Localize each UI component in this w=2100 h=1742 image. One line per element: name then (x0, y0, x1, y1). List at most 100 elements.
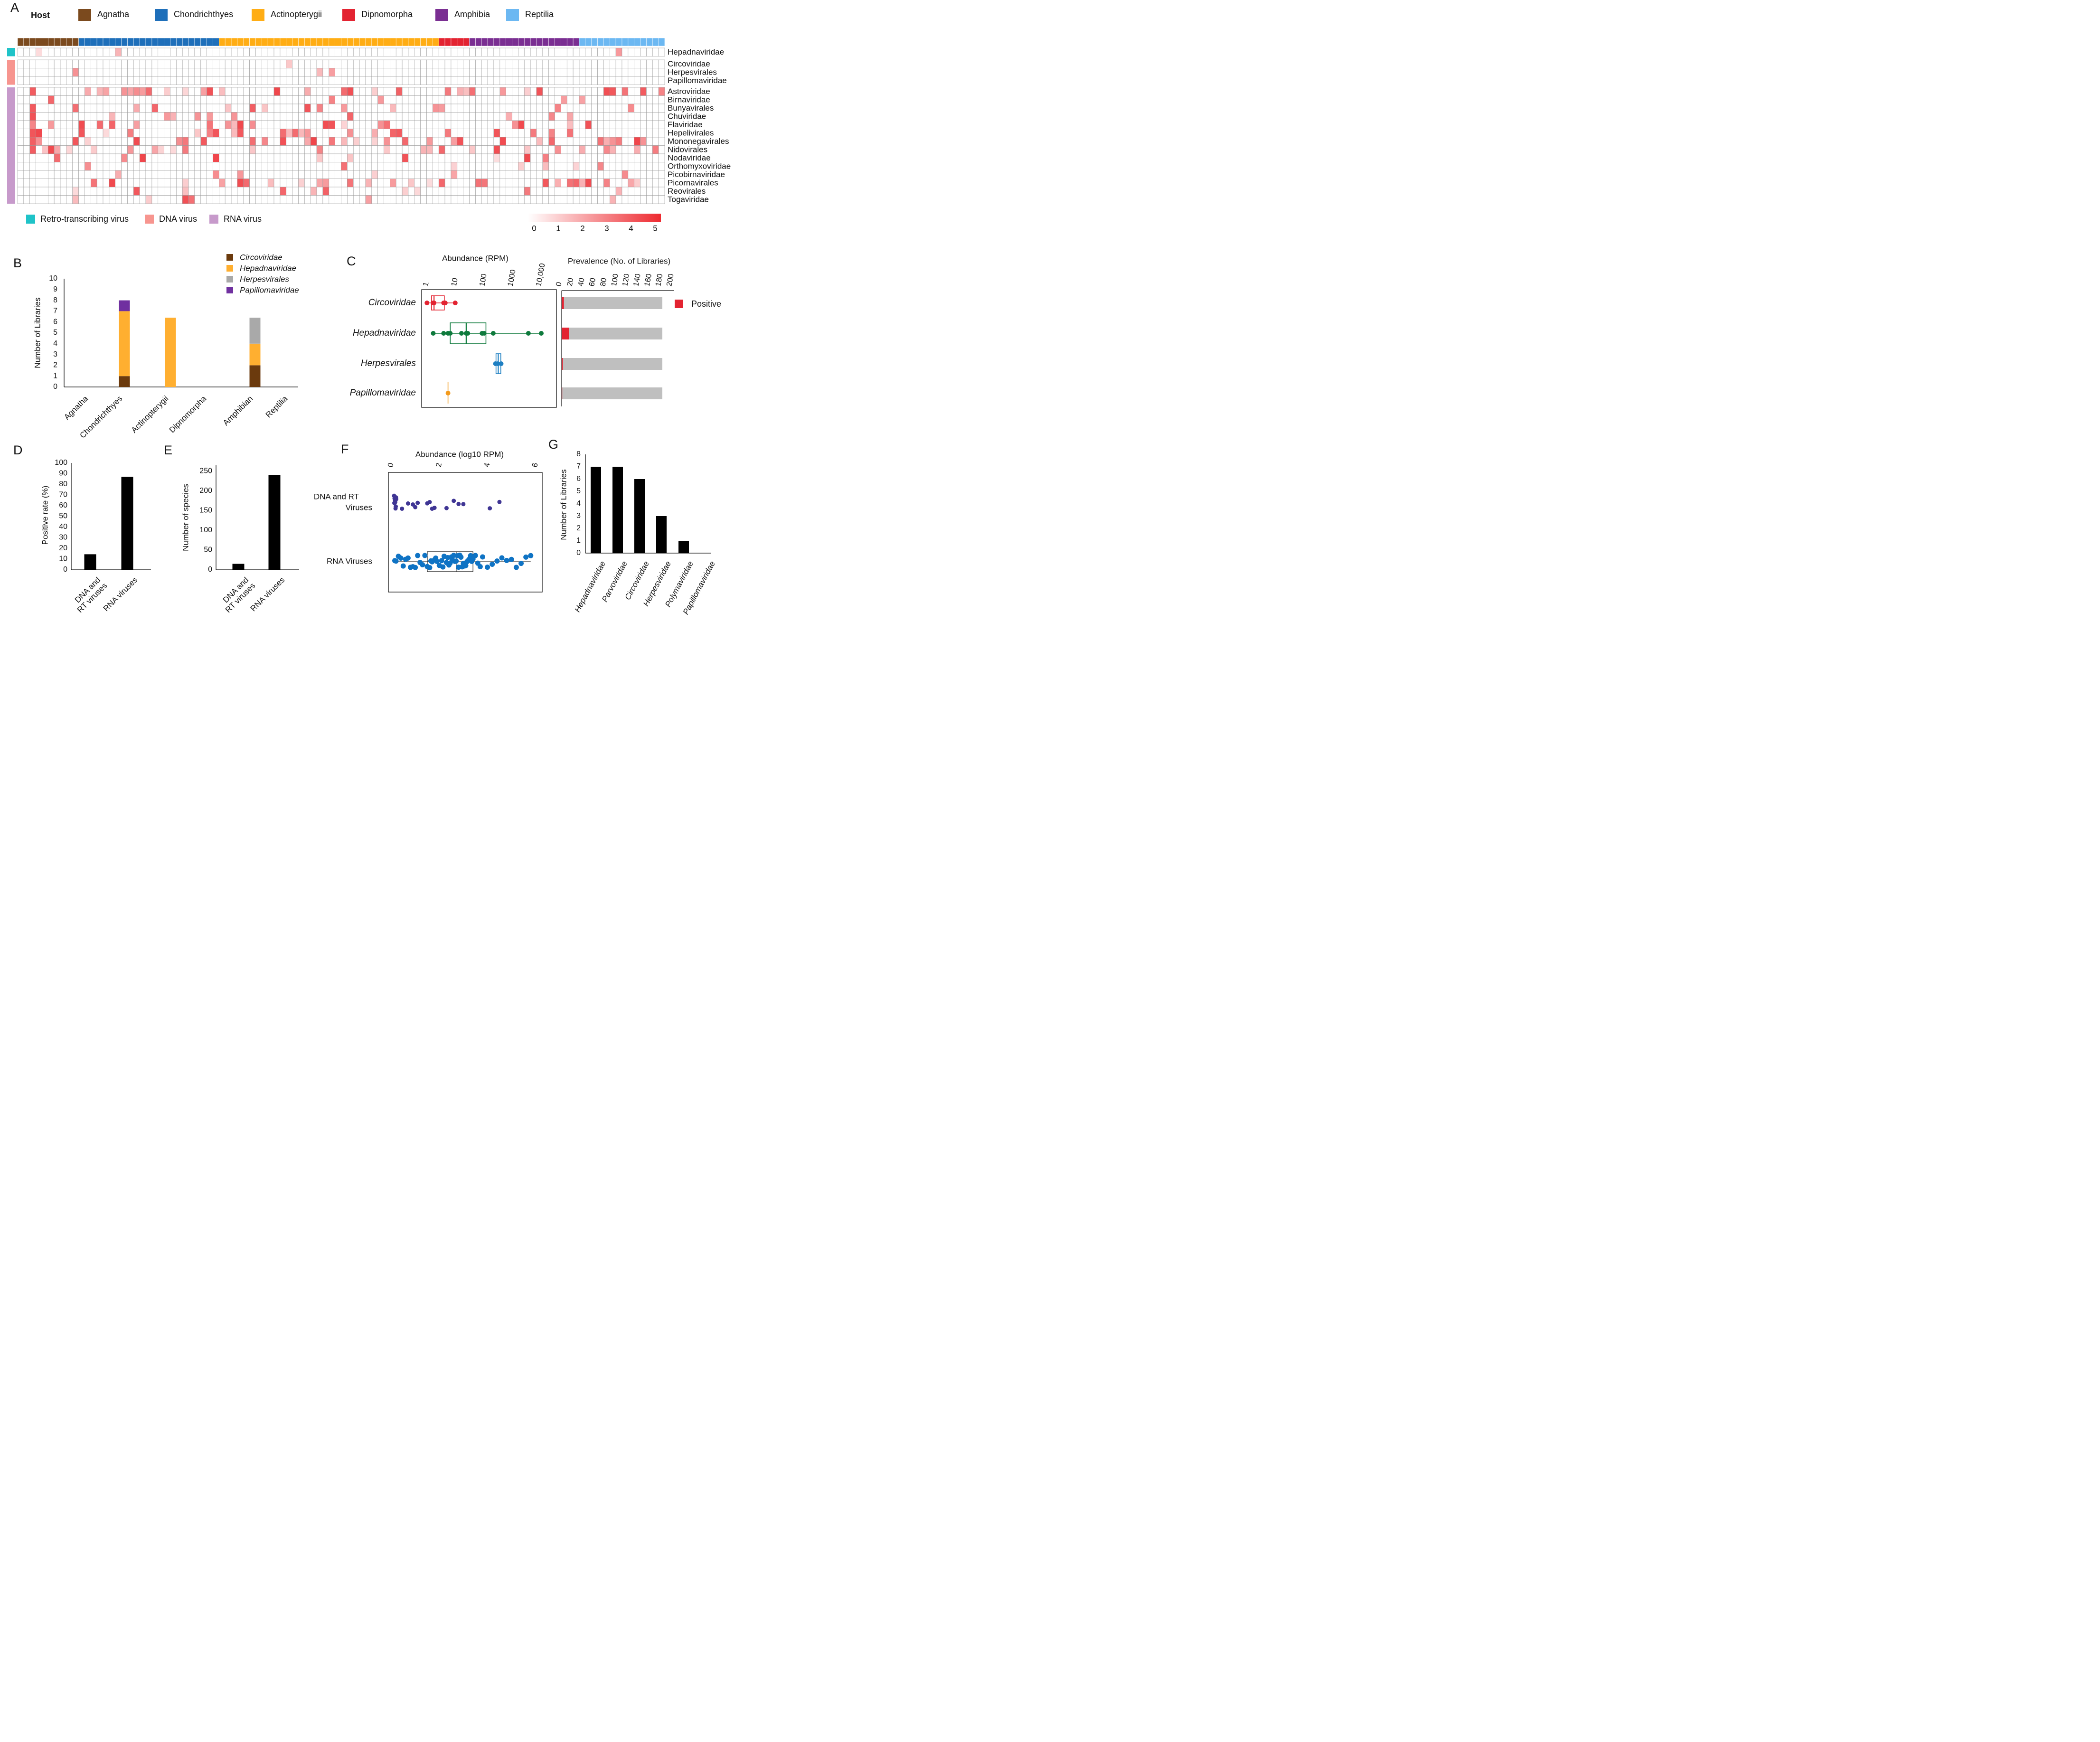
heatmap-cell (555, 145, 561, 154)
heatmap-cell (597, 195, 604, 204)
heatmap-cell (402, 59, 409, 68)
heatmap-cell (566, 170, 574, 179)
heatmap-cell (78, 145, 85, 154)
category-label: Viruses (346, 503, 372, 512)
heatmap-cell (329, 104, 335, 113)
heatmap-cell (145, 170, 152, 179)
heatmap-cell (353, 170, 360, 179)
heatmap-cell (566, 153, 574, 162)
host-bar-cell (66, 38, 73, 47)
heatmap-cell (213, 87, 219, 96)
heatmap-cell (634, 129, 640, 138)
heatmap-cell (652, 87, 659, 96)
heatmap-cell (573, 129, 580, 138)
heatmap-cell (652, 170, 659, 179)
heatmap-cell (23, 129, 30, 138)
heatmap-cell (499, 120, 506, 129)
heatmap-cell (66, 170, 73, 179)
heatmap-cell (609, 153, 616, 162)
heatmap-cell (255, 129, 262, 138)
heatmap-cell (390, 145, 396, 154)
heatmap-cell (329, 59, 335, 68)
heatmap-cell (42, 112, 48, 121)
heatmap-cell (36, 112, 42, 121)
heatmap-cell (573, 59, 580, 68)
heatmap-cell (566, 129, 574, 138)
heatmap-cell (267, 76, 274, 85)
heatmap-cell (29, 153, 36, 162)
host-bar-cell (561, 38, 567, 47)
heatmap-cell (402, 179, 409, 188)
heatmap-cell (542, 187, 549, 196)
heatmap-cell (115, 95, 122, 104)
heatmap-cell (66, 145, 73, 154)
heatmap-cell (457, 120, 463, 129)
heatmap-cell (133, 76, 140, 85)
heatmap-cell (176, 187, 183, 196)
heatmap-cell (213, 187, 219, 196)
heatmap-cell (29, 187, 36, 196)
heatmap-cell (573, 187, 580, 196)
heatmap-cell (536, 120, 543, 129)
heatmap-cell (487, 87, 494, 96)
heatmap-cell (408, 162, 415, 171)
heatmap-cell (433, 95, 439, 104)
heatmap-cell (213, 59, 219, 68)
heatmap-cell (103, 129, 110, 138)
heatmap-cell (219, 47, 226, 56)
heatmap-cell (451, 179, 458, 188)
heatmap-cell (85, 87, 91, 96)
heatmap-cell (103, 112, 110, 121)
heatmap-cell (91, 87, 97, 96)
heatmap-cell (54, 187, 61, 196)
host-bar-cell (377, 38, 384, 47)
heatmap-cell (573, 47, 580, 56)
heatmap-panel: Host Agnatha Chondrichthyes Actinopterygii D… (7, 9, 731, 233)
x-tick-label: 1 (422, 282, 430, 287)
heatmap-cell (420, 195, 427, 204)
heatmap-cell (267, 179, 274, 188)
heatmap-cell (267, 170, 274, 179)
heatmap-cell (231, 162, 238, 171)
heatmap-cell (194, 68, 201, 77)
heatmap-cell (640, 179, 647, 188)
virus-type-bar (7, 87, 15, 204)
heatmap-cell (249, 47, 256, 56)
heatmap-cell (176, 153, 183, 162)
heatmap-cell (133, 112, 140, 121)
heatmap-cell (304, 95, 311, 104)
heatmap-cell (658, 187, 665, 196)
heatmap-cell (255, 195, 262, 204)
heatmap-cell (322, 120, 330, 129)
panel-letter-g: G (548, 437, 558, 452)
host-bar-cell (36, 38, 42, 47)
heatmap-cell (420, 120, 427, 129)
heatmap-cell (365, 76, 372, 85)
heatmap-cell (530, 162, 537, 171)
heatmap-cell (121, 145, 128, 154)
panel-letter-c: C (347, 254, 356, 268)
heatmap-cell (151, 68, 159, 77)
heatmap-cell (377, 137, 384, 146)
heatmap-cell (402, 76, 409, 85)
heatmap-cell (365, 120, 372, 129)
heatmap-cell (371, 120, 378, 129)
heatmap-cell (646, 195, 653, 204)
heatmap-cell (262, 120, 268, 129)
heatmap-cell (444, 95, 452, 104)
heatmap-cell (115, 120, 122, 129)
heatmap-cell (280, 153, 287, 162)
heatmap-cell (585, 162, 592, 171)
heatmap-cell (170, 153, 177, 162)
y-tick-label: 150 (199, 507, 212, 515)
heatmap-cell (72, 68, 79, 77)
data-point (439, 558, 444, 564)
heatmap-cell (622, 68, 629, 77)
heatmap-cell (548, 170, 555, 179)
heatmap-cell (310, 112, 317, 121)
heatmap-cell (555, 59, 561, 68)
heatmap-cell (188, 129, 195, 138)
heatmap-cell (96, 104, 104, 113)
heatmap-cell (573, 112, 580, 121)
heatmap-cell (170, 129, 177, 138)
